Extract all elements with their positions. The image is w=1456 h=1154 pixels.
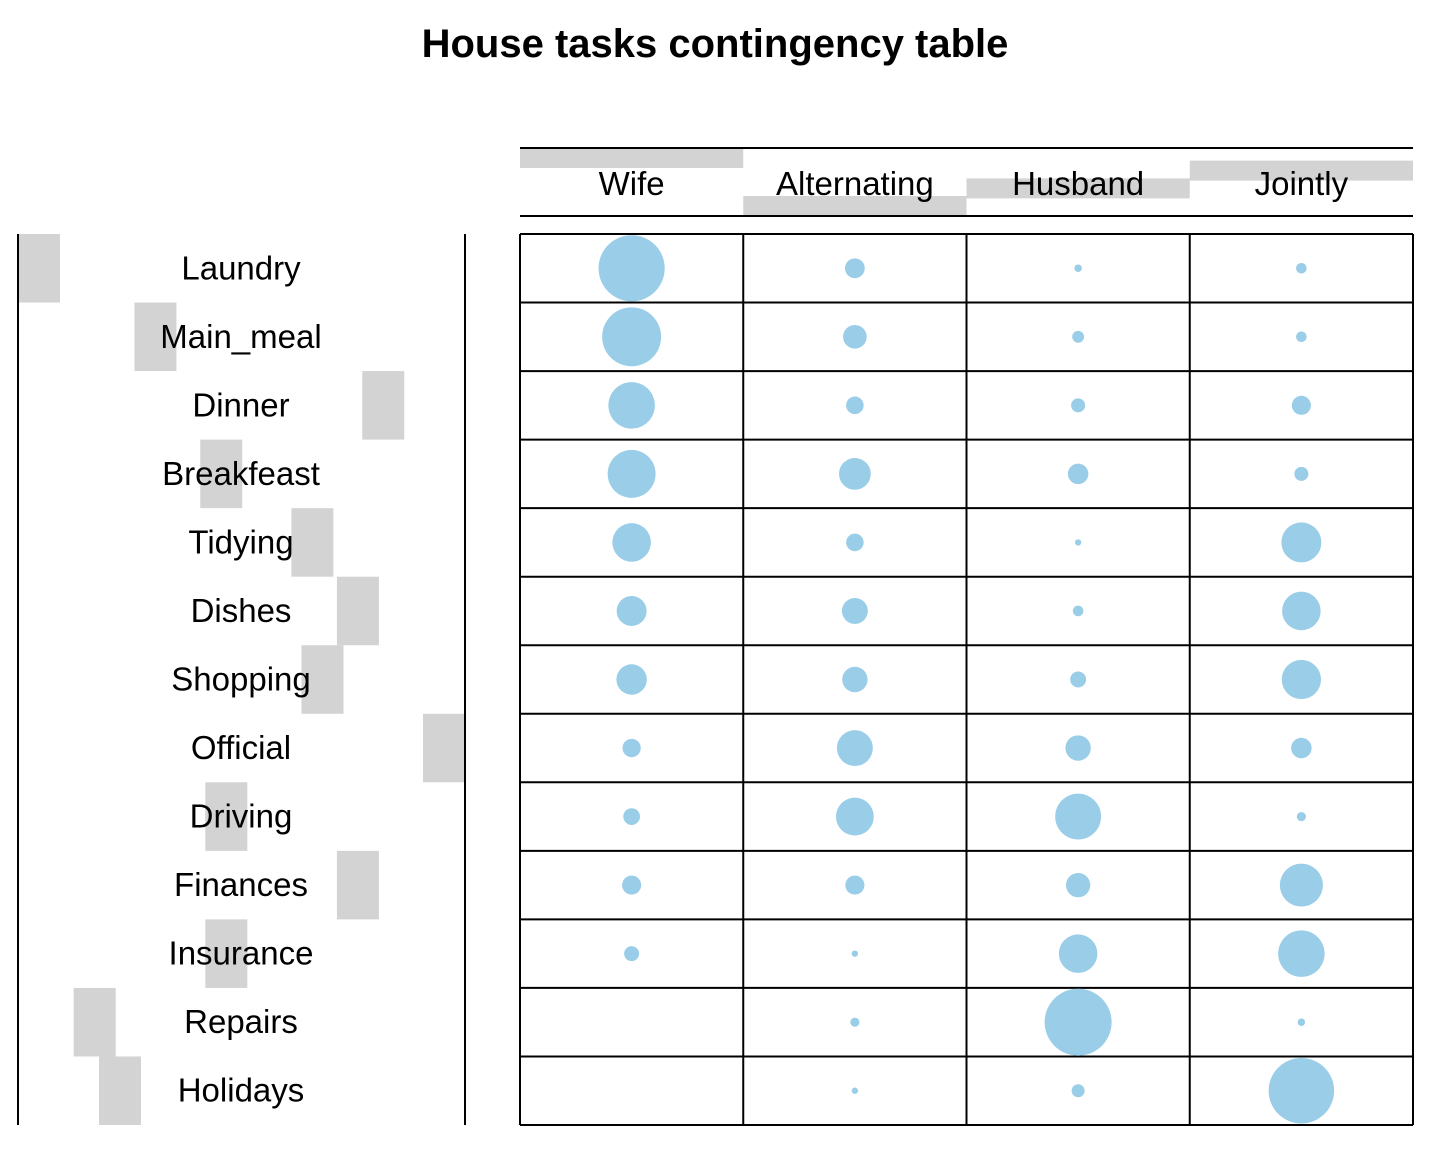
balloon-breakfeast-jointly [1294, 466, 1309, 481]
balloon-repairs-jointly [1297, 1018, 1306, 1026]
row-label-finances: Finances [174, 866, 308, 903]
balloon-dinner-jointly [1291, 395, 1311, 415]
row-bar-holidays [99, 1056, 141, 1125]
chart-title: House tasks contingency table [421, 22, 1009, 66]
column-labels: Wife Alternating Husband Jointly [599, 165, 1349, 202]
row-bar-laundry [18, 234, 60, 303]
row-label-insurance: Insurance [169, 935, 314, 972]
balloon-main-meal-jointly [1296, 331, 1307, 343]
balloon-driving-alternating [835, 797, 874, 836]
row-label-tidying: Tidying [188, 523, 293, 560]
row-label-dishes: Dishes [191, 592, 292, 629]
row-bar-official [423, 713, 465, 783]
balloon-official-jointly [1291, 737, 1312, 759]
balloon-tidying-alternating [846, 533, 864, 552]
balloon-shopping-jointly [1281, 659, 1322, 700]
column-label-alternating: Alternating [776, 165, 934, 202]
row-label-shopping: Shopping [171, 661, 310, 698]
balloon-dishes-wife [616, 595, 647, 626]
balloon-insurance-husband [1058, 934, 1098, 973]
balloon-driving-wife [623, 808, 640, 825]
balloon-official-alternating [836, 730, 873, 767]
balloon-breakfeast-alternating [838, 457, 871, 490]
balloon-holidays-husband [1071, 1084, 1085, 1098]
row-marginal-bars [17, 234, 466, 1125]
balloon-laundry-husband [1074, 264, 1082, 273]
balloon-main-meal-husband [1072, 330, 1085, 343]
column-bar-alternating [743, 196, 967, 216]
balloon-breakfeast-wife [607, 449, 656, 498]
column-bar-husband [966, 178, 1190, 199]
row-labels: Laundry Main_meal Dinner Breakfeast Tidying D… [160, 249, 321, 1108]
balloon-insurance-jointly [1278, 930, 1325, 977]
column-label-jointly: Jointly [1255, 165, 1349, 202]
balloon-driving-jointly [1296, 811, 1306, 822]
balloon-holidays-jointly [1268, 1057, 1335, 1124]
balloon-dinner-wife [608, 382, 655, 429]
balloon-holidays-alternating [851, 1087, 859, 1094]
row-bar-driving [205, 782, 248, 851]
balloon-dishes-jointly [1282, 591, 1321, 631]
balloon-breakfeast-husband [1067, 463, 1089, 485]
balloon-shopping-alternating [842, 666, 868, 693]
balloon-dinner-alternating [846, 396, 864, 415]
balloon-insurance-alternating [851, 950, 859, 957]
row-label-official: Official [191, 729, 291, 766]
balloon-dishes-husband [1072, 605, 1084, 617]
row-label-dinner: Dinner [192, 386, 289, 423]
row-label-holidays: Holidays [178, 1072, 305, 1109]
row-label-breakfeast: Breakfeast [162, 455, 320, 492]
balloon-official-husband [1065, 735, 1091, 761]
balloon-main-meal-wife [602, 307, 662, 367]
row-bar-repairs [73, 987, 116, 1057]
column-label-husband: Husband [1012, 165, 1144, 202]
column-label-wife: Wife [599, 165, 665, 202]
balloon-official-wife [622, 738, 641, 758]
row-bar-dishes [336, 576, 379, 646]
column-bar-jointly [1189, 160, 1413, 181]
balloon-laundry-alternating [844, 258, 865, 279]
row-label-main-meal: Main_meal [160, 318, 321, 355]
row-bar-main-meal [134, 302, 177, 372]
balloon-tidying-husband [1074, 539, 1082, 546]
balloon-finances-alternating [845, 875, 865, 895]
balloon-shopping-husband [1070, 671, 1087, 688]
balloon-finances-wife [622, 875, 642, 895]
balloon-dishes-alternating [841, 597, 868, 624]
balloon-finances-husband [1065, 872, 1091, 898]
balloon-repairs-alternating [850, 1017, 860, 1027]
balloon-points [598, 235, 1335, 1124]
row-label-repairs: Repairs [184, 1003, 298, 1040]
row-label-laundry: Laundry [181, 249, 301, 286]
balloon-laundry-wife [598, 235, 665, 302]
balloon-repairs-husband [1044, 988, 1112, 1056]
balloon-tidying-jointly [1281, 522, 1322, 563]
column-bar-wife [520, 148, 744, 168]
balloon-dinner-husband [1071, 398, 1086, 413]
row-bar-insurance [205, 919, 248, 988]
row-bar-tidying [291, 508, 334, 577]
balloon-laundry-jointly [1296, 262, 1307, 274]
balloon-shopping-wife [616, 664, 647, 695]
row-bar-shopping [301, 645, 344, 714]
balloon-tidying-wife [612, 523, 651, 562]
row-bar-dinner [362, 371, 405, 440]
row-label-driving: Driving [190, 798, 293, 835]
row-bar-breakfeast [200, 439, 243, 509]
balloon-driving-husband [1055, 793, 1102, 840]
balloon-finances-jointly [1279, 863, 1323, 907]
balloon-insurance-wife [624, 946, 640, 962]
row-bar-finances [336, 850, 379, 920]
table-grid [519, 233, 1414, 1126]
column-marginal-bars [520, 147, 1413, 217]
balloon-main-meal-alternating [843, 324, 867, 349]
